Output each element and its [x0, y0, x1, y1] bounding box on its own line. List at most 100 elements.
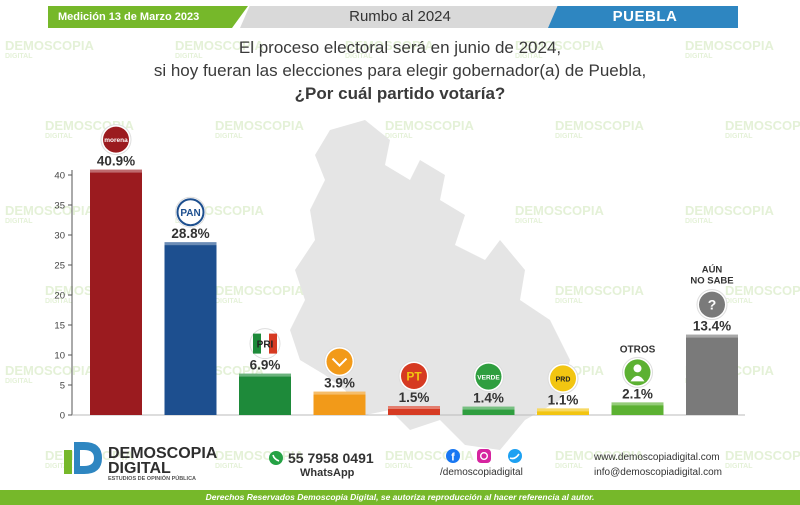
y-tick-label: 40 — [54, 171, 65, 182]
whatsapp-icon — [269, 451, 283, 465]
question-line-1: El proceso electoral será en junio de 20… — [238, 38, 562, 57]
bar-highlight — [164, 242, 217, 246]
state-name: PUEBLA — [612, 8, 678, 25]
verde-logo-text: VERDE — [477, 375, 500, 382]
footer-brand-line-2: DIGITAL — [108, 460, 171, 477]
svg-text:f: f — [451, 452, 455, 464]
value-label: 3.9% — [324, 376, 355, 391]
bar-4 — [313, 391, 366, 415]
value-label: 1.5% — [399, 390, 430, 405]
bar-7 — [537, 408, 589, 415]
question-line-3: ¿Por cuál partido votaría? — [294, 84, 506, 103]
pri-logo-red — [269, 333, 277, 354]
demoscopia-logo-icon — [64, 442, 102, 474]
bar-6 — [462, 406, 515, 415]
bar-highlight — [313, 391, 366, 395]
whatsapp-phone[interactable]: 55 7958 0491 — [288, 450, 374, 466]
facebook-icon: f — [446, 449, 460, 464]
footer-bar — [0, 490, 800, 505]
value-label: 2.1% — [622, 386, 653, 401]
bar-9 — [686, 334, 738, 415]
whatsapp-label: WhatsApp — [300, 467, 355, 479]
category-label-otros: OTROS — [620, 344, 656, 355]
pan-logo-ring — [176, 198, 205, 227]
top-banner: Medición 13 de Marzo 2023 Rumbo al 2024 … — [0, 0, 800, 30]
banner-title-segment — [240, 6, 560, 28]
pri-logo-text: PRI — [257, 340, 274, 351]
mc-logo-bird — [331, 357, 348, 368]
banner-state-segment — [548, 6, 738, 28]
banner-title: Rumbo al 2024 — [349, 8, 451, 25]
person-icon-body — [630, 375, 645, 382]
y-tick-label: 5 — [60, 381, 65, 392]
y-tick-label: 0 — [60, 411, 65, 422]
value-label: 6.9% — [250, 358, 281, 373]
value-label: 28.8% — [171, 226, 209, 241]
bar-2 — [164, 242, 217, 415]
footer-brand-line-1: DEMOSCOPIA — [108, 445, 218, 462]
bar-highlight — [686, 334, 738, 338]
value-label: 1.4% — [473, 391, 504, 406]
measurement-date: Medición 13 de Marzo 2023 — [58, 11, 200, 23]
bar-3 — [239, 373, 291, 415]
morena-logo-fill — [103, 126, 129, 153]
pan-logo-text: PAN — [180, 208, 200, 219]
prd-logo-text: PRD — [556, 376, 571, 383]
pri-logo-green — [253, 333, 261, 354]
social-handle[interactable]: /demoscopiadigital — [440, 467, 523, 478]
bar-5 — [388, 406, 440, 415]
social-icons: f — [446, 449, 522, 464]
prd-logo-fill — [550, 365, 576, 392]
email-link[interactable]: info@demoscopiadigital.com — [594, 467, 722, 478]
banner-date-segment — [48, 6, 248, 28]
bar-highlight — [388, 406, 440, 409]
y-tick-label: 25 — [54, 261, 65, 272]
y-tick-label: 15 — [54, 321, 65, 332]
bar-highlight — [537, 408, 589, 412]
mc-logo-fill — [326, 348, 353, 375]
pt-logo-text: PT — [406, 370, 422, 384]
bar-1 — [90, 169, 142, 415]
category-label-no-sabe-2: NO SABE — [690, 276, 733, 287]
bar-highlight — [462, 406, 515, 410]
question-icon-text: ? — [708, 297, 717, 313]
bar-8 — [611, 402, 664, 415]
bar-highlight — [611, 402, 664, 406]
question-icon-fill — [699, 291, 725, 318]
value-label: 1.1% — [548, 392, 579, 407]
bar-highlight — [90, 169, 142, 173]
website-link[interactable]: www.demoscopiadigital.com — [594, 452, 720, 463]
y-tick-label: 10 — [54, 351, 65, 362]
bar-highlight — [239, 373, 291, 377]
value-label: 13.4% — [693, 319, 731, 334]
morena-logo-text: morena — [104, 137, 128, 144]
verde-logo-fill — [475, 363, 502, 390]
survey-question: El proceso electoral será en junio de 20… — [0, 36, 800, 105]
category-label-no-sabe-1: AÚN — [702, 264, 723, 276]
pt-logo-fill — [401, 363, 427, 389]
person-icon-head — [633, 364, 642, 373]
footer-brand: DEMOSCOPIA DIGITAL — [108, 445, 218, 477]
instagram-icon — [477, 449, 491, 463]
question-line-2: si hoy fueran las elecciones para elegir… — [153, 61, 647, 80]
y-tick-label: 30 — [54, 231, 65, 242]
y-tick-label: 20 — [54, 291, 65, 302]
y-tick-label: 35 — [54, 201, 65, 212]
